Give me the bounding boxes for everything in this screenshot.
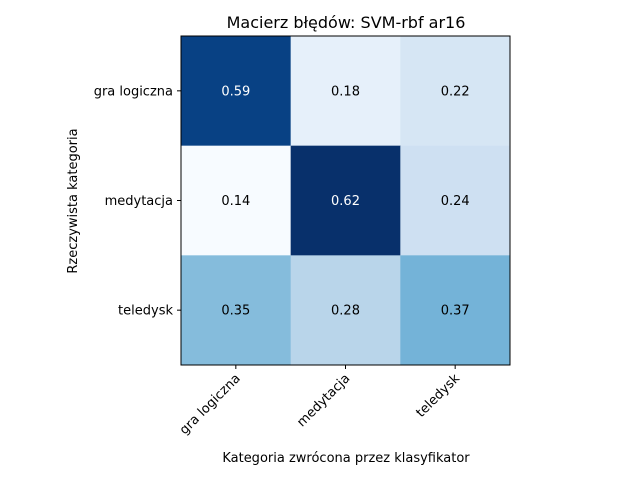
cell-value-label: 0.59 (221, 84, 250, 99)
cell-value-label: 0.18 (331, 84, 360, 99)
cell-value-label: 0.24 (441, 194, 470, 209)
cell-value-label: 0.62 (331, 194, 360, 209)
x-tick-label: teledysk (414, 371, 464, 421)
heatmap-value-labels: 0.59 0.18 0.22 0.14 0.62 0.24 0.35 0.28 0.37 (221, 84, 469, 318)
y-tick-label: medytacja (105, 194, 173, 209)
heatmap-cell (181, 145, 292, 256)
cell-value-label: 0.28 (331, 304, 360, 319)
x-tick-label: medytacja (294, 371, 353, 430)
x-axis-ticks: gra logiczna medytacja teledysk (177, 365, 463, 438)
cell-value-label: 0.37 (441, 304, 470, 319)
heatmap-cells (181, 36, 511, 366)
x-axis-label: Kategoria zwrócona przez klasyfikator (222, 451, 470, 466)
y-axis-label: Rzeczywista kategoria (66, 128, 81, 273)
heatmap-cell (181, 255, 292, 366)
y-axis-ticks: gra logiczna medytacja teledysk (94, 84, 181, 319)
cell-value-label: 0.14 (221, 194, 250, 209)
y-tick-label: teledysk (118, 304, 173, 319)
x-tick-label: gra logiczna (177, 371, 244, 438)
heatmap-cell (400, 255, 511, 366)
y-tick-label: gra logiczna (94, 84, 173, 99)
cell-value-label: 0.35 (221, 304, 250, 319)
cell-value-label: 0.22 (441, 84, 470, 99)
heatmap-cell (290, 36, 401, 147)
heatmap-cell (400, 145, 511, 256)
heatmap-cell (290, 145, 401, 256)
heatmap-cell (400, 36, 511, 147)
chart-title: Macierz błędów: SVM-rbf ar16 (227, 13, 466, 32)
heatmap-cell (181, 36, 292, 147)
heatmap-cell (290, 255, 401, 366)
